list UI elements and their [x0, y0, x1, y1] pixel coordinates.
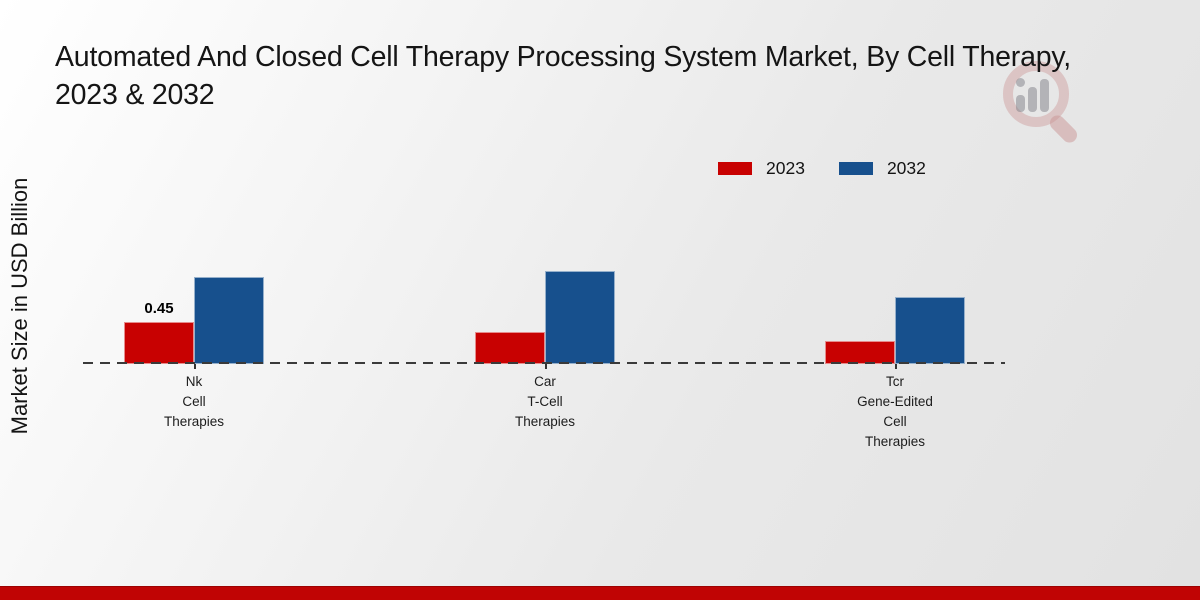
logo-dot	[1016, 78, 1025, 87]
bar-2023-group-2	[475, 332, 545, 364]
x-axis-category-label: Car T-Cell Therapies	[514, 374, 576, 429]
x-axis-tick	[545, 364, 547, 369]
x-axis-tick	[194, 364, 196, 369]
x-axis-tick	[895, 364, 897, 369]
bar-2032-group-1	[194, 277, 264, 364]
zero-baseline-dashed	[83, 362, 1005, 364]
legend: 2023 2032	[718, 158, 926, 179]
x-axis-category-label: Nk Cell Therapies	[163, 374, 225, 429]
bar-2023-group-1	[124, 322, 194, 364]
legend-item-2032: 2032	[838, 158, 926, 179]
legend-label-2032: 2032	[886, 158, 926, 178]
bar-2032-group-3	[895, 297, 965, 364]
magnifier-ring	[1003, 61, 1069, 127]
magnifier-handle	[1046, 112, 1081, 146]
chart-title: Automated And Closed Cell Therapy Proces…	[55, 41, 1072, 111]
footer-accent-bar	[0, 586, 1200, 600]
legend-swatch-2023	[718, 162, 752, 175]
y-axis-label: Market Size in USD Billion	[7, 177, 32, 435]
x-axis-category-label: Tcr Gene-Edited Cell Therapies	[857, 374, 933, 449]
legend-label-2023: 2023	[766, 158, 805, 178]
legend-item-2023: 2023	[718, 158, 805, 179]
logo-bar	[1016, 95, 1025, 112]
magnifier-bar-chart-logo-icon	[1000, 58, 1110, 158]
legend-swatch-2032	[838, 162, 873, 175]
logo-bar	[1040, 79, 1049, 112]
bar-2032-group-2	[545, 271, 615, 364]
bar-2023-group-3	[825, 341, 895, 364]
logo-bar	[1028, 87, 1037, 112]
bar-value-label: 0.45	[144, 300, 174, 317]
